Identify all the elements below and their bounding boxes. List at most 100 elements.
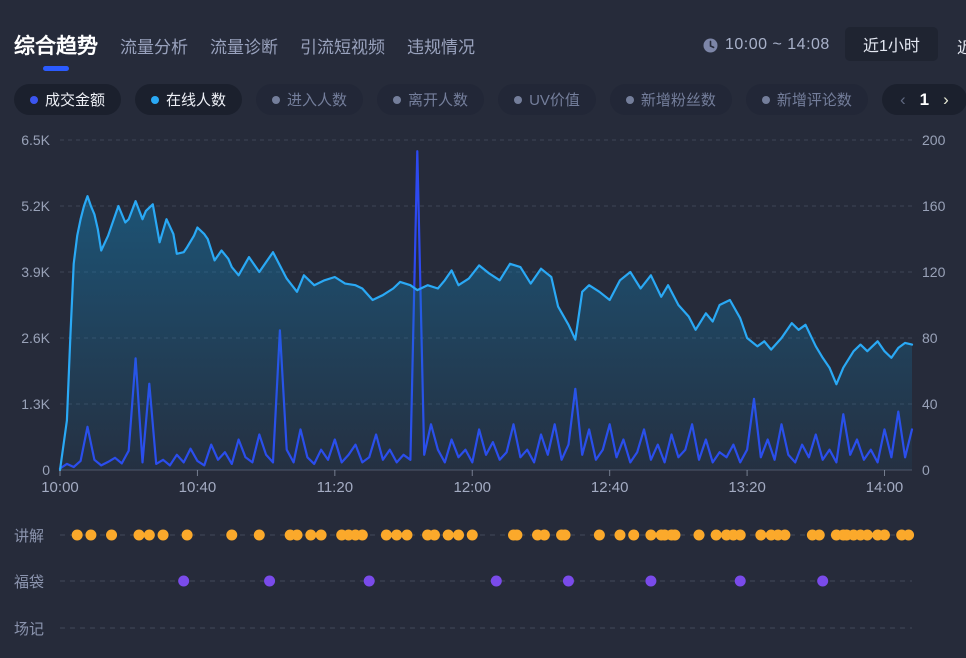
event-dot xyxy=(291,529,303,541)
time-range-text: 10:00 ~ 14:08 xyxy=(725,36,830,53)
event-row-label: 福袋 xyxy=(14,574,45,591)
event-dot xyxy=(143,529,155,541)
metric-pill[interactable]: 成交金额 xyxy=(14,84,122,115)
nav-tab[interactable]: 流量分析 xyxy=(120,38,188,57)
nav-tab[interactable]: 综合趋势 xyxy=(14,30,98,71)
event-dot xyxy=(645,529,657,541)
metric-pill[interactable]: 在线人数 xyxy=(135,84,243,115)
time-range-option-partial[interactable]: 近 xyxy=(957,40,966,57)
event-dot xyxy=(848,529,860,541)
event-dot xyxy=(628,529,640,541)
event-dot xyxy=(133,529,145,541)
metric-label: UV价值 xyxy=(529,92,580,109)
x-axis-tick-label: 12:40 xyxy=(591,479,629,496)
event-dot xyxy=(659,529,671,541)
metric-label: 成交金额 xyxy=(45,92,106,109)
y-axis-left-tick: 2.6K xyxy=(21,330,50,346)
metric-pill[interactable]: UV价值 xyxy=(498,84,596,115)
y-axis-left-tick: 3.9K xyxy=(21,264,50,280)
event-dot xyxy=(772,529,784,541)
metric-pill[interactable]: 离开人数 xyxy=(377,84,485,115)
event-dot xyxy=(305,529,317,541)
page-next-icon[interactable]: › xyxy=(943,89,949,109)
event-dot xyxy=(830,529,842,541)
time-range-display: 10:00 ~ 14:08 xyxy=(703,36,830,54)
metric-label: 新增粉丝数 xyxy=(640,92,716,109)
event-dot xyxy=(391,529,403,541)
metric-dot-icon xyxy=(151,95,160,104)
event-dot xyxy=(336,529,348,541)
x-axis-tick-label: 10:40 xyxy=(179,479,217,496)
event-dot xyxy=(556,529,568,541)
nav-tab[interactable]: 引流短视频 xyxy=(300,38,385,57)
x-axis-tick-label: 14:00 xyxy=(866,479,904,496)
series-area-right xyxy=(60,196,912,470)
metric-pills-row: 成交金额 在线人数 进入人数 离开人数 UV价值 新增粉丝数 新增评论数 ‹ 1 › xyxy=(14,84,966,115)
event-dot xyxy=(490,575,502,587)
x-axis-tick-label: 10:00 xyxy=(41,479,79,496)
y-axis-right-tick: 0 xyxy=(922,462,930,478)
event-dot xyxy=(779,529,791,541)
event-dot xyxy=(532,529,544,541)
event-dot xyxy=(693,529,705,541)
metric-pill[interactable]: 进入人数 xyxy=(256,84,364,115)
y-axis-right-tick: 40 xyxy=(922,396,938,412)
metric-dot-icon xyxy=(761,95,770,104)
event-dot xyxy=(157,529,169,541)
metric-label: 离开人数 xyxy=(408,92,469,109)
event-dot xyxy=(106,529,118,541)
series-line-left xyxy=(58,150,914,470)
metric-pill[interactable]: 新增粉丝数 xyxy=(609,84,732,115)
x-axis-tick-label: 11:20 xyxy=(317,479,353,496)
event-dot xyxy=(363,575,375,587)
event-dot xyxy=(71,529,83,541)
event-dot xyxy=(837,529,849,541)
event-dot xyxy=(710,529,722,541)
nav-tab[interactable]: 违规情况 xyxy=(407,38,475,57)
event-dot xyxy=(178,575,190,587)
event-dot xyxy=(872,529,884,541)
event-dot xyxy=(349,529,361,541)
y-axis-right-tick: 120 xyxy=(922,264,946,280)
event-dot xyxy=(813,529,825,541)
y-axis-left-tick: 1.3K xyxy=(21,396,50,412)
event-dot xyxy=(734,575,746,587)
event-dot xyxy=(727,529,739,541)
event-dot xyxy=(538,529,550,541)
page-number: 1 xyxy=(919,89,930,109)
event-dot xyxy=(734,529,746,541)
y-axis-left-tick: 5.2K xyxy=(21,198,50,214)
event-dot xyxy=(879,529,891,541)
metric-label: 进入人数 xyxy=(287,92,348,109)
event-dot xyxy=(861,529,873,541)
event-dot xyxy=(841,529,853,541)
chart-series xyxy=(58,150,914,472)
y-axis-right-tick: 160 xyxy=(922,198,946,214)
event-dot xyxy=(85,529,97,541)
metric-dot-icon xyxy=(393,95,402,104)
time-range-button[interactable]: 近1小时 xyxy=(845,27,938,61)
event-dot xyxy=(401,529,413,541)
x-axis-tick-label: 13:20 xyxy=(728,479,766,496)
event-dot xyxy=(559,529,571,541)
event-dot xyxy=(562,575,574,587)
event-dot xyxy=(422,529,434,541)
event-dot xyxy=(593,529,605,541)
x-axis-tick-label: 12:00 xyxy=(453,479,491,496)
event-dot xyxy=(466,529,478,541)
page-prev-icon[interactable]: ‹ xyxy=(899,89,906,109)
event-dot xyxy=(903,529,915,541)
event-row-label: 讲解 xyxy=(14,528,45,545)
metric-pill[interactable]: 新增评论数 xyxy=(745,84,868,115)
event-dot xyxy=(226,529,238,541)
active-tab-indicator xyxy=(43,66,69,71)
event-dot xyxy=(315,529,327,541)
event-dot xyxy=(806,529,818,541)
series-line-right xyxy=(58,195,914,472)
chart-gridlines xyxy=(60,139,912,471)
event-dot xyxy=(755,529,767,541)
event-dot xyxy=(765,529,777,541)
nav-tab[interactable]: 流量诊断 xyxy=(210,38,278,57)
event-dot xyxy=(284,529,296,541)
